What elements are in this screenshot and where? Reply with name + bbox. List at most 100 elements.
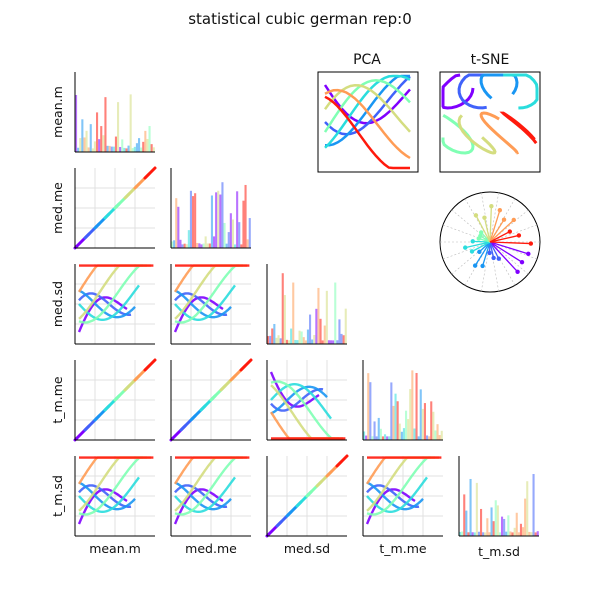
polar-ray <box>481 241 491 267</box>
series-curve <box>174 476 236 513</box>
hist-bar <box>93 141 96 152</box>
hist-bar <box>334 282 337 344</box>
hist-bar <box>142 141 145 152</box>
series-curve <box>77 296 128 333</box>
series-curve <box>78 481 136 511</box>
hist-bar <box>388 436 391 440</box>
series-curve <box>174 456 239 516</box>
hist-bar <box>267 336 270 344</box>
series-curve <box>174 289 232 319</box>
pca-series <box>323 84 411 133</box>
hist-bar <box>336 340 339 344</box>
polar-ray <box>489 241 519 273</box>
hist-bar <box>327 340 330 344</box>
hist-bar <box>129 94 132 152</box>
hist-bar <box>517 532 520 536</box>
panel-t-m-me-vs-med-sd <box>266 360 347 441</box>
hist-bar <box>477 531 480 536</box>
hist-bar <box>511 532 514 536</box>
tsne-series <box>503 73 539 110</box>
hist-bar <box>127 145 130 152</box>
panel-med-sd-vs-med-me <box>170 264 251 345</box>
series-mark <box>143 358 157 372</box>
polar-spoke <box>489 241 529 275</box>
polar-ray <box>489 241 495 259</box>
series-curve <box>270 383 332 420</box>
xlabel-med-sd: med.sd <box>284 541 330 556</box>
hist-bar <box>121 139 124 152</box>
hist-bar <box>390 382 393 440</box>
hist-bar <box>185 244 188 248</box>
hist-bar <box>202 243 205 248</box>
hist-bar <box>148 126 151 152</box>
hist-bar <box>283 295 286 344</box>
hist-bar <box>292 282 295 344</box>
hist-bar <box>277 335 280 344</box>
polar-point <box>496 256 502 261</box>
polar-point <box>463 245 468 250</box>
panel-t-m-sd-vs-t-m-me <box>362 456 443 537</box>
hist-bar <box>198 243 201 248</box>
hist-bar <box>402 428 405 440</box>
polar-point <box>473 213 479 218</box>
hist-bar <box>417 436 420 440</box>
ylabel-mean-m: mean.m <box>50 86 65 138</box>
hist-bar <box>381 436 384 440</box>
series-curve <box>366 481 424 511</box>
polar-point <box>477 249 482 255</box>
y-axis-labels: mean.m med.me med.sd t_m.me t_m.sd <box>50 86 65 517</box>
ylabel-med-sd: med.sd <box>50 281 65 327</box>
hist-bar <box>102 135 105 152</box>
hist-bar <box>411 370 414 440</box>
polar-point <box>482 215 487 220</box>
hist-bar <box>496 505 499 536</box>
hist-bar <box>152 147 155 152</box>
hist-bar <box>488 532 491 536</box>
hist-bar <box>522 527 525 536</box>
hist-bar <box>279 338 282 344</box>
hist-bar <box>344 308 347 344</box>
panel-t-m-sd-vs-mean-m <box>74 456 155 537</box>
hist-bar <box>189 190 192 248</box>
polar-point <box>469 249 475 254</box>
hist-bar <box>528 531 531 536</box>
hist-bar <box>242 200 245 248</box>
tsne-series <box>479 111 520 155</box>
hist-bar <box>302 337 305 344</box>
hist-bar <box>426 435 429 440</box>
series-curve <box>78 289 136 319</box>
hist-bar <box>482 532 485 536</box>
polar-point <box>478 233 483 239</box>
hist-bar <box>244 184 247 248</box>
hist-bar <box>313 334 316 344</box>
hist-bar <box>342 335 345 344</box>
hist-bar <box>526 481 529 536</box>
series-curve <box>78 264 143 324</box>
hist-bar <box>413 428 416 440</box>
hist-bar <box>221 182 224 248</box>
polar-point <box>516 233 522 238</box>
polar-spoke <box>489 224 538 243</box>
hist-bar <box>91 148 94 152</box>
hist-bar <box>146 138 149 152</box>
series-curve <box>366 484 420 508</box>
polar-point <box>497 207 503 213</box>
tsne-series <box>441 73 475 110</box>
hist-bar <box>394 393 397 440</box>
series-curve <box>174 481 232 511</box>
panel-t-m-me-vs-med-me <box>169 358 253 442</box>
hist-bar <box>501 516 504 536</box>
series-mark <box>335 454 349 468</box>
hist-bar <box>315 308 318 344</box>
panel-med-sd-vs-med-sd <box>266 264 347 345</box>
panel-t-m-sd-vs-t-m-sd <box>458 456 539 537</box>
hist-bar <box>89 124 92 152</box>
polar-ray <box>472 240 491 243</box>
hist-bar <box>108 145 111 152</box>
hist-bar <box>432 411 435 440</box>
hist-bar <box>138 138 141 152</box>
hist-bar <box>135 143 138 152</box>
tsne-series <box>479 73 519 100</box>
pca-series <box>324 88 411 160</box>
hist-bar <box>423 403 426 440</box>
